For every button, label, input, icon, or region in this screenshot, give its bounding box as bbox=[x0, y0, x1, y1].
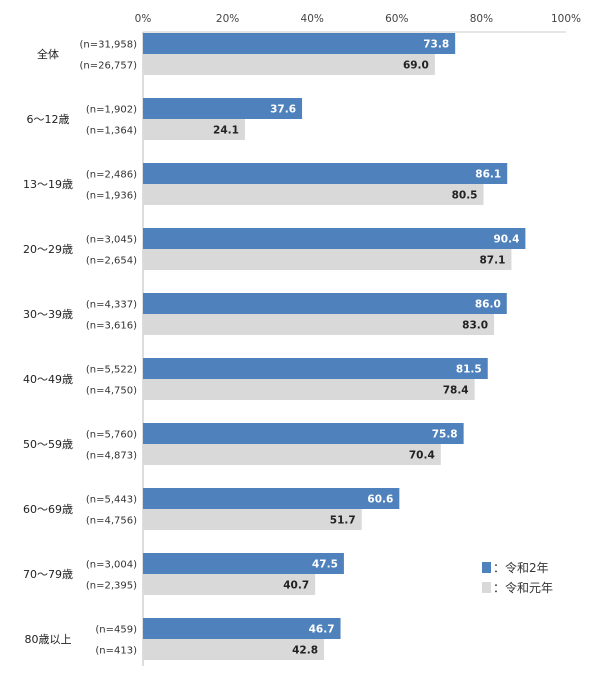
bar-reiwa1 bbox=[143, 184, 484, 205]
bar-reiwa2 bbox=[143, 358, 488, 379]
data-label: 90.4 bbox=[493, 234, 519, 246]
x-tick-label: 20% bbox=[216, 13, 239, 25]
bar-reiwa1 bbox=[143, 54, 435, 75]
data-label: 69.0 bbox=[403, 60, 429, 72]
data-label: 75.8 bbox=[432, 429, 458, 441]
data-label: 46.7 bbox=[309, 624, 335, 636]
category-label: 70～79歳 bbox=[23, 568, 73, 581]
category-label: 30～39歳 bbox=[23, 308, 73, 321]
category-label: 6～12歳 bbox=[27, 113, 70, 126]
sample-size-label: (n=413) bbox=[95, 646, 137, 657]
data-label: 47.5 bbox=[312, 559, 338, 571]
bar-reiwa1 bbox=[143, 509, 362, 530]
data-label: 24.1 bbox=[213, 125, 239, 137]
bar-reiwa2 bbox=[143, 33, 456, 54]
x-tick-label: 80% bbox=[470, 13, 493, 25]
bar-reiwa1 bbox=[143, 574, 316, 595]
sample-size-label: (n=4,873) bbox=[86, 451, 137, 462]
data-label: 86.1 bbox=[475, 169, 501, 181]
sample-size-label: (n=3,045) bbox=[86, 235, 137, 246]
sample-size-label: (n=4,750) bbox=[86, 386, 137, 397]
data-label: 81.5 bbox=[456, 364, 482, 376]
data-label: 42.8 bbox=[292, 645, 318, 657]
data-label: 51.7 bbox=[330, 515, 356, 527]
bar-reiwa1 bbox=[143, 639, 325, 660]
sample-size-label: (n=1,936) bbox=[86, 191, 137, 202]
bar-reiwa1 bbox=[143, 379, 475, 400]
data-label: 40.7 bbox=[283, 580, 309, 592]
bar-reiwa2 bbox=[143, 293, 507, 314]
sample-size-label: (n=3,004) bbox=[86, 560, 137, 571]
category-label: 80歳以上 bbox=[25, 633, 72, 646]
legend-swatch bbox=[482, 582, 491, 593]
data-label: 86.0 bbox=[475, 299, 501, 311]
data-label: 87.1 bbox=[480, 255, 506, 267]
legend-label: ：令和元年 bbox=[493, 580, 553, 595]
x-tick-label: 40% bbox=[301, 13, 324, 25]
category-label: 50～59歳 bbox=[23, 438, 73, 451]
sample-size-label: (n=4,337) bbox=[86, 300, 137, 311]
category-label: 60～69歳 bbox=[23, 503, 73, 516]
category-label: 13～19歳 bbox=[23, 178, 73, 191]
x-tick-label: 100% bbox=[551, 13, 581, 25]
bar-reiwa2 bbox=[143, 163, 508, 184]
sample-size-label: (n=5,443) bbox=[86, 495, 137, 506]
bar-reiwa2 bbox=[143, 488, 400, 509]
category-label: 全体 bbox=[37, 47, 59, 61]
x-tick-label: 0% bbox=[135, 13, 152, 25]
category-label: 40～49歳 bbox=[23, 373, 73, 386]
bar-reiwa1 bbox=[143, 119, 245, 140]
sample-size-label: (n=5,522) bbox=[86, 365, 137, 376]
sample-size-label: (n=26,757) bbox=[79, 61, 137, 72]
sample-size-label: (n=2,486) bbox=[86, 170, 137, 181]
sample-size-label: (n=2,395) bbox=[86, 581, 137, 592]
data-label: 70.4 bbox=[409, 450, 435, 462]
bar-reiwa2 bbox=[143, 423, 464, 444]
sample-size-label: (n=4,756) bbox=[86, 516, 137, 527]
data-label: 60.6 bbox=[367, 494, 393, 506]
data-label: 37.6 bbox=[270, 104, 296, 116]
data-label: 83.0 bbox=[462, 320, 488, 332]
bar-reiwa1 bbox=[143, 444, 441, 465]
sample-size-label: (n=1,902) bbox=[86, 105, 137, 116]
category-label: 20～29歳 bbox=[23, 243, 73, 256]
sample-size-label: (n=5,760) bbox=[86, 430, 137, 441]
sample-size-label: (n=1,364) bbox=[86, 126, 137, 137]
sample-size-label: (n=2,654) bbox=[86, 256, 137, 267]
bar-reiwa1 bbox=[143, 249, 512, 270]
bar-reiwa2 bbox=[143, 228, 526, 249]
legend-label: ：令和2年 bbox=[493, 560, 549, 575]
bar-reiwa2 bbox=[143, 98, 303, 119]
legend-swatch bbox=[482, 562, 491, 573]
bar-reiwa1 bbox=[143, 314, 495, 335]
sample-size-label: (n=459) bbox=[95, 625, 137, 636]
sample-size-label: (n=31,958) bbox=[79, 40, 137, 51]
data-label: 80.5 bbox=[452, 190, 478, 202]
x-tick-label: 60% bbox=[385, 13, 408, 25]
data-label: 78.4 bbox=[443, 385, 469, 397]
data-label: 73.8 bbox=[423, 39, 449, 51]
sample-size-label: (n=3,616) bbox=[86, 321, 137, 332]
bar-reiwa2 bbox=[143, 618, 341, 639]
bar-reiwa2 bbox=[143, 553, 344, 574]
